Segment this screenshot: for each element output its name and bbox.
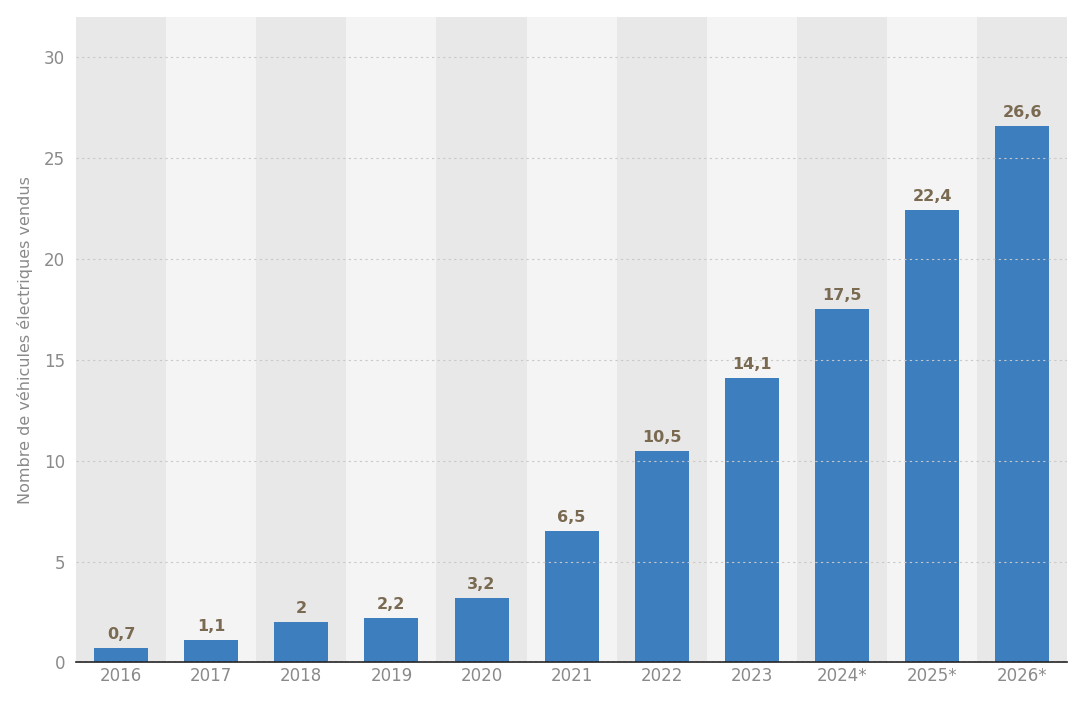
Bar <box>184 640 238 663</box>
Text: 0,7: 0,7 <box>107 628 136 642</box>
Bar <box>437 17 527 663</box>
Text: 26,6: 26,6 <box>1003 105 1042 119</box>
Bar <box>617 17 707 663</box>
Bar <box>707 17 797 663</box>
Bar <box>905 211 959 663</box>
Bar <box>995 126 1049 663</box>
Bar <box>544 531 598 663</box>
Text: 10,5: 10,5 <box>642 430 682 444</box>
Y-axis label: Nombre de véhicules électriques vendus: Nombre de véhicules électriques vendus <box>16 176 33 503</box>
Bar <box>815 310 869 663</box>
Text: 3,2: 3,2 <box>467 577 495 592</box>
Text: 22,4: 22,4 <box>913 190 952 204</box>
Bar <box>797 17 887 663</box>
Bar <box>887 17 977 663</box>
Bar <box>94 649 149 663</box>
Bar <box>274 622 328 663</box>
Bar <box>725 378 779 663</box>
Bar <box>76 17 166 663</box>
Bar <box>527 17 617 663</box>
Text: 2: 2 <box>296 601 307 616</box>
Text: 6,5: 6,5 <box>557 510 585 525</box>
Bar <box>166 17 256 663</box>
Bar <box>364 618 418 663</box>
Bar <box>256 17 347 663</box>
Bar <box>635 451 688 663</box>
Text: 1,1: 1,1 <box>197 619 225 634</box>
Text: 2,2: 2,2 <box>377 597 405 612</box>
Text: 17,5: 17,5 <box>823 289 862 303</box>
Text: 14,1: 14,1 <box>732 357 772 372</box>
Bar <box>347 17 437 663</box>
Bar <box>454 598 508 663</box>
Bar <box>977 17 1068 663</box>
